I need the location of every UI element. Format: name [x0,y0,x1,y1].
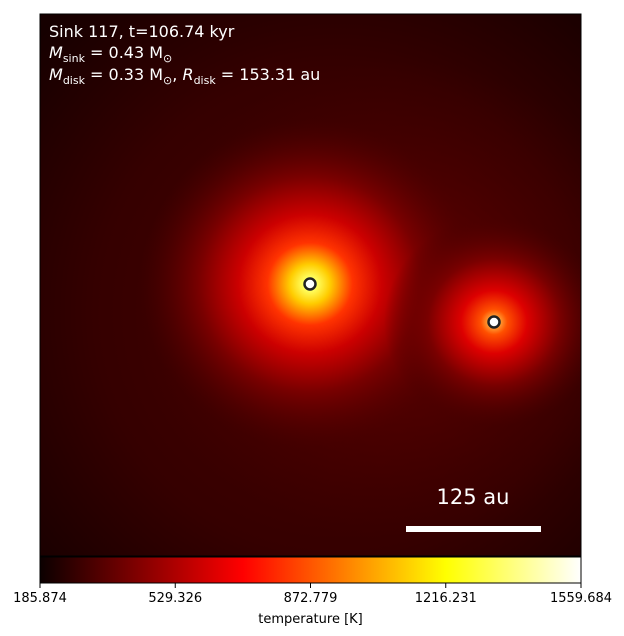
heatmap-panel [40,14,581,556]
colorbar-label: temperature [K] [258,612,363,627]
panel-frame [39,13,582,557]
colorbar-tick-label: 872.779 [284,591,338,606]
annotation-line-2: Msink = 0.43 M⊙ [49,43,172,65]
sink-marker-primary [303,277,317,291]
colorbar-tick-label: 1559.684 [550,591,612,606]
colorbar [39,556,582,584]
scalebar-line [406,526,541,532]
colorbar-tick-label: 1216.231 [415,591,477,606]
annotation-line-3: Mdisk = 0.33 M⊙, Rdisk = 153.31 au [49,65,320,87]
heatmap-glow-sink-2 [384,217,581,427]
colorbar-tick-label: 529.326 [148,591,202,606]
scalebar-label: 125 au [437,485,510,509]
sink-marker-secondary [487,315,501,329]
annotation-line-1: Sink 117, t=106.74 kyr [49,22,235,41]
colorbar-tick-label: 185.874 [13,591,67,606]
colorbar-ticks: 185.874 529.326 872.779 1216.231 1559.68… [13,583,612,606]
